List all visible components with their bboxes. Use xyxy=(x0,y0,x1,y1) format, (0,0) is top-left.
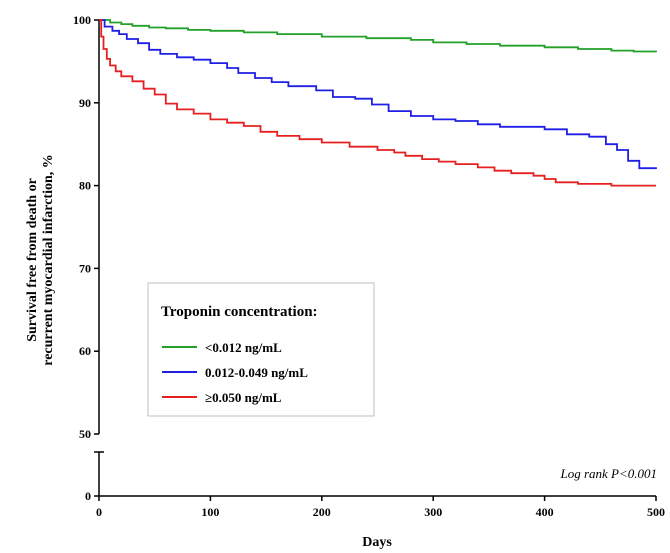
x-tick-label: 500 xyxy=(647,505,665,519)
legend-label-2: ≥0.050 ng/mL xyxy=(205,390,282,405)
x-tick-label: 300 xyxy=(424,505,442,519)
x-axis-title: Days xyxy=(362,535,392,550)
legend: Troponin concentration: <0.012 ng/mL 0.0… xyxy=(147,282,375,417)
x-tick-label: 400 xyxy=(536,505,554,519)
y-axis-title: Survival free from death or recurrent my… xyxy=(25,154,56,366)
y-tick-label: 90 xyxy=(79,96,91,110)
y-tick-label: 80 xyxy=(79,179,91,193)
y-tick-label: 100 xyxy=(73,13,91,27)
legend-title: Troponin concentration: xyxy=(161,304,318,320)
series-line-2 xyxy=(99,19,656,187)
x-tick-label: 100 xyxy=(201,505,219,519)
legend-label-0: <0.012 ng/mL xyxy=(205,340,282,355)
log-rank-annotation: Log rank P<0.001 xyxy=(559,466,657,481)
axes: 50 60 70 80 90 100 00 100 200 300 400 500 xyxy=(73,13,665,519)
series-line-0 xyxy=(99,19,657,53)
series-line-1 xyxy=(99,19,657,170)
y-axis-title-line-2: recurrent myocardial infarction, % xyxy=(41,154,56,366)
x-tick-label: 0 xyxy=(96,505,102,519)
y-tick-label: 70 xyxy=(79,261,91,275)
y-tick-label: 60 xyxy=(79,344,91,358)
x-tick-label: 200 xyxy=(313,505,331,519)
legend-label-1: 0.012-0.049 ng/mL xyxy=(205,365,308,380)
series-layer xyxy=(99,19,657,187)
y-axis-title-line-1: Survival free from death or xyxy=(25,178,40,342)
legend-box xyxy=(147,282,375,417)
y-tick-label: 0 xyxy=(85,489,91,503)
y-tick-label: 50 xyxy=(79,427,91,441)
